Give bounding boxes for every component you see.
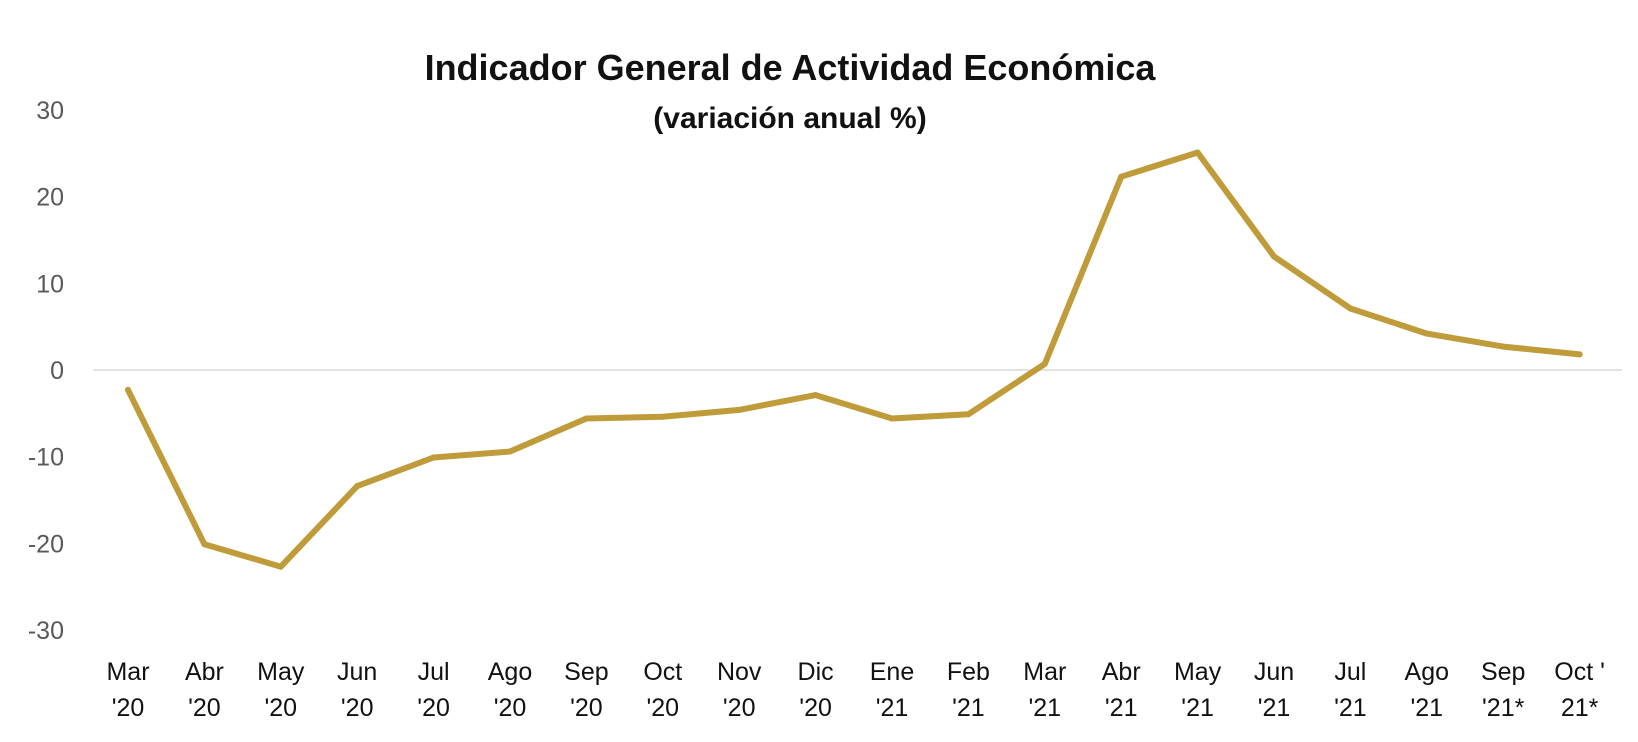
x-tick-label-month: Sep: [564, 658, 608, 686]
x-tick-label-year: 21*: [1561, 694, 1599, 722]
x-tick-label-month: May: [1174, 658, 1222, 686]
x-tick-label-month: Abr: [1102, 658, 1141, 686]
data-point: [125, 386, 131, 393]
y-axis: 30 20 10 0 -10 -20 -30: [28, 97, 64, 645]
data-point: [736, 406, 743, 413]
x-tick-label-year: '20: [417, 694, 450, 722]
x-tick-label-year: '20: [494, 694, 527, 722]
y-tick-label: 20: [36, 184, 64, 212]
x-tick-label-month: Jun: [1254, 658, 1294, 686]
x-tick-label-month: Jul: [1334, 658, 1366, 686]
data-point: [354, 483, 361, 490]
x-tick-label-year: '21: [1411, 694, 1444, 722]
x-tick-label-year: '21: [1105, 694, 1138, 722]
y-tick-label: -10: [28, 444, 64, 472]
data-point: [659, 413, 666, 420]
series-line: [125, 149, 1583, 570]
data-point: [1500, 343, 1507, 350]
x-tick-label-month: Mar: [1023, 658, 1066, 686]
y-tick-label: -30: [28, 617, 64, 645]
x-tick-label-month: May: [257, 658, 305, 686]
chart-subtitle: (variación anual %): [653, 102, 926, 135]
data-point: [583, 415, 590, 422]
data-point: [1347, 305, 1354, 312]
x-tick-label-month: Nov: [717, 658, 762, 686]
data-point: [507, 448, 513, 455]
y-tick-label: 30: [36, 97, 64, 125]
data-point: [1271, 253, 1277, 260]
x-tick-label-year: '21*: [1482, 694, 1525, 722]
x-tick-label-year: '21: [876, 694, 909, 722]
x-tick-label-year: '20: [723, 694, 756, 722]
x-tick-label-month: Jul: [418, 658, 450, 686]
x-tick-label-year: '21: [1181, 694, 1214, 722]
data-point: [1118, 173, 1125, 180]
x-tick-label-year: '20: [265, 694, 298, 722]
data-point: [430, 454, 437, 461]
x-tick-label-year: '20: [341, 694, 374, 722]
x-tick-label-month: Feb: [947, 658, 990, 686]
x-tick-label-year: '21: [952, 694, 985, 722]
x-tick-label-year: '20: [570, 694, 603, 722]
data-point: [965, 411, 972, 418]
x-tick-label-month: Oct ': [1554, 658, 1605, 686]
x-tick-label-month: Dic: [798, 658, 834, 686]
x-tick-label-year: '21: [1334, 694, 1367, 722]
data-point: [277, 563, 284, 570]
chart-title: Indicador General de Actividad Económica: [425, 47, 1157, 88]
x-tick-label-month: Mar: [106, 658, 149, 686]
y-tick-label: 10: [36, 270, 64, 298]
x-tick-label-month: Ene: [870, 658, 914, 686]
y-tick-label: -20: [28, 530, 64, 558]
x-tick-label-month: Ago: [488, 658, 532, 686]
x-axis: Mar '20 Abr '20 May '20 Jun '20 Jul '20 Ago '20 Sep '…: [106, 658, 1604, 722]
x-tick-label-month: Jun: [337, 658, 377, 686]
x-tick-label-year: '20: [188, 694, 221, 722]
x-tick-label-month: Oct: [643, 658, 682, 686]
data-point: [1576, 351, 1583, 358]
data-point: [1194, 149, 1201, 156]
x-tick-label-year: '20: [799, 694, 832, 722]
x-tick-label-year: '21: [1258, 694, 1291, 722]
x-tick-label-year: '21: [1029, 694, 1062, 722]
x-tick-label-year: '20: [112, 694, 145, 722]
data-point: [1041, 360, 1048, 367]
x-tick-label-month: Sep: [1481, 658, 1525, 686]
x-tick-label-month: Abr: [185, 658, 224, 686]
x-tick-label-month: Ago: [1405, 658, 1449, 686]
data-point: [889, 415, 895, 422]
y-tick-label: 0: [50, 357, 64, 385]
plot-area: [93, 149, 1622, 570]
x-tick-label-year: '20: [647, 694, 680, 722]
data-point: [201, 541, 208, 548]
data-point: [1423, 330, 1430, 337]
data-point: [812, 392, 819, 399]
